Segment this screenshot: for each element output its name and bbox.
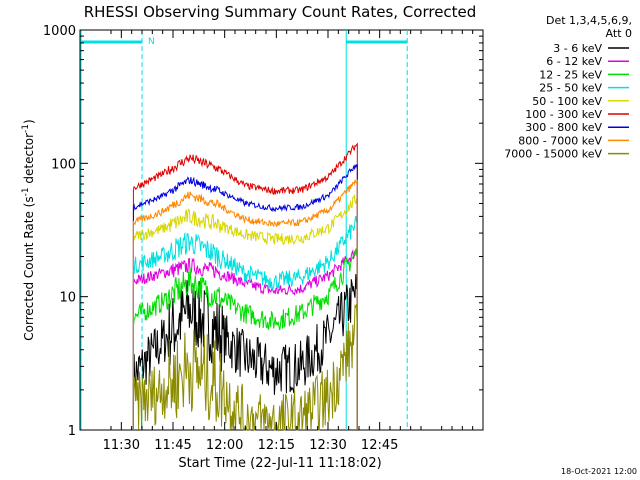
y-axis-label-part: ) [22,119,36,124]
legend-header: Det 1,3,4,5,6,9, [546,14,632,27]
legend-label: 12 - 25 keV [539,68,602,81]
chart-title: RHESSI Observing Summary Count Rates, Co… [84,3,477,21]
x-tick-label: 12:15 [258,438,295,453]
x-tick-label: 12:30 [309,438,346,453]
legend-label: 25 - 50 keV [539,82,602,95]
series-layer [132,142,358,432]
series-line [132,243,358,430]
legend-label: 6 - 12 keV [546,55,602,68]
y-axis-label-sup: -1 [21,124,31,133]
series-line [132,193,358,430]
legend-label: 7000 - 15000 keV [504,148,602,161]
legend-label: 3 - 6 keV [553,42,602,55]
night-markers: N [80,30,408,430]
legend-label: 50 - 100 keV [532,95,602,108]
series-line [132,164,358,430]
legend-header: Att 0 [606,27,632,40]
flag-label: N [148,37,155,47]
y-axis-label-sup: -1 [21,187,31,196]
series-line [132,142,358,430]
x-tick-label: 12:45 [361,438,398,453]
x-tick-label: 11:30 [103,438,140,453]
plot-frame [79,29,484,431]
series-line [132,303,358,432]
y-axis-label-part: detector [22,133,36,188]
y-tick-label: 100 [51,157,76,172]
x-tick-label: 11:45 [154,438,191,453]
y-axis-label-part: Corrected Count Rate (s [22,196,36,340]
series-line [132,249,358,430]
series-line [132,216,358,430]
y-tick-label: 1000 [43,24,76,39]
footer-date: 18-Oct-2021 12:00 [561,467,637,476]
y-tick-label: 10 [59,291,76,306]
y-tick-label: 1 [68,424,76,439]
axes: 11:30 11:45 12:00 12:15 12:30 12:45 1 10 100 1000 [43,24,483,453]
series-line [132,179,358,430]
x-tick-label: 12:00 [206,438,243,453]
legend-label: 100 - 300 keV [525,108,602,121]
y-axis-label: Corrected Count Rate (s-1 detector-1) [21,119,36,340]
legend-label: 800 - 7000 keV [518,134,602,147]
x-axis-label: Start Time (22-Jul-11 11:18:02) [178,456,381,471]
series-line [132,271,358,430]
legend-label: 300 - 800 keV [525,121,602,134]
